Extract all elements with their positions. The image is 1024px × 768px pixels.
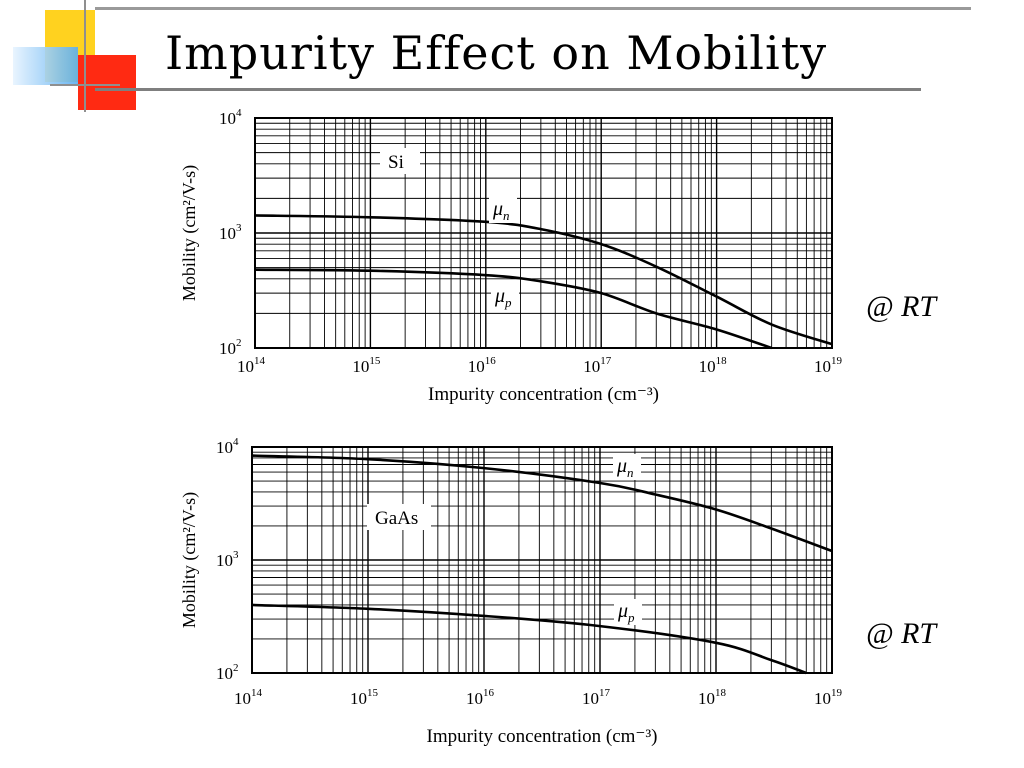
y-axis-label: Mobility (cm²/V-s) [179, 492, 200, 628]
x-tick-exponent: 15 [369, 355, 381, 367]
material-label-bg [367, 504, 431, 530]
decor-red-block [78, 55, 136, 110]
x-tick-label: 1016 [468, 355, 497, 376]
x-tick-exponent: 18 [716, 355, 728, 367]
series-label-bg [491, 284, 519, 310]
series-label-subscript: n [627, 465, 634, 480]
x-tick-label: 1018 [698, 687, 727, 708]
y-tick-label: 103 [219, 222, 242, 243]
title-rule [95, 88, 921, 91]
grid [251, 447, 832, 674]
y-tick-label: 104 [216, 436, 239, 457]
x-tick-exponent: 16 [483, 687, 495, 699]
material-label: GaAs [375, 508, 418, 529]
x-tick-label: 1017 [582, 687, 611, 708]
decor-blue-block [13, 47, 78, 85]
series-line-n [251, 454, 833, 553]
series-label-subscript: p [627, 610, 635, 625]
y-tick-exponent: 3 [233, 549, 239, 561]
series-label-subscript: p [504, 295, 512, 310]
grid [254, 118, 832, 349]
material-label: Si [388, 152, 404, 173]
series-label-bg [614, 599, 642, 625]
y-tick-label: 102 [219, 337, 242, 358]
series-line-p [254, 268, 773, 350]
x-tick-exponent: 17 [600, 355, 612, 367]
y-tick-label: 102 [216, 662, 239, 683]
x-tick-label: 1018 [699, 355, 728, 376]
plot-frame [254, 117, 833, 349]
y-tick-exponent: 2 [233, 662, 239, 674]
y-tick-exponent: 2 [236, 337, 242, 349]
x-tick-label: 1014 [234, 687, 263, 708]
plot-frame [251, 446, 833, 674]
page-title: Impurity Effect on Mobility [165, 26, 828, 80]
x-tick-exponent: 14 [254, 355, 266, 367]
x-tick-label: 1015 [352, 355, 381, 376]
y-axis-label: Mobility (cm²/V-s) [179, 165, 200, 301]
x-tick-label: 1017 [583, 355, 612, 376]
y-tick-exponent: 4 [236, 107, 242, 119]
x-tick-label: 1015 [350, 687, 379, 708]
x-tick-label: 1019 [814, 687, 843, 708]
y-tick-label: 104 [219, 107, 242, 128]
y-tick-exponent: 3 [236, 222, 242, 234]
series-label-bg [613, 454, 641, 480]
y-tick-label: 103 [216, 549, 239, 570]
room-temp-label-gaas: @ RT [866, 617, 937, 650]
y-tick-exponent: 4 [233, 436, 239, 448]
chart-1: 1014 1015 1016 1017 1018 1019 102 103 104 Impurit… [179, 436, 843, 747]
x-tick-exponent: 16 [485, 355, 497, 367]
top-rule [95, 7, 971, 10]
x-tick-label: 1016 [466, 687, 495, 708]
decor-vertical-line [84, 0, 86, 112]
x-tick-exponent: 18 [715, 687, 727, 699]
x-tick-exponent: 15 [367, 687, 379, 699]
chart-0: 1014 1015 1016 1017 1018 1019 102 103 104 Impurit… [179, 107, 843, 405]
x-axis-label: Impurity concentration (cm⁻³) [427, 726, 658, 747]
decor-horizontal-line [50, 84, 120, 86]
x-tick-exponent: 17 [599, 687, 611, 699]
series-line-p [251, 603, 807, 675]
room-temp-label-si: @ RT [866, 290, 937, 323]
series-label-bg [489, 197, 517, 223]
x-tick-exponent: 19 [831, 355, 843, 367]
x-tick-exponent: 14 [251, 687, 263, 699]
series-line-n [254, 214, 833, 346]
x-axis-label: Impurity concentration (cm⁻³) [428, 384, 659, 405]
x-tick-exponent: 19 [831, 687, 843, 699]
material-label-bg [380, 148, 420, 174]
x-tick-label: 1019 [814, 355, 843, 376]
x-tick-label: 1014 [237, 355, 266, 376]
series-label-subscript: n [503, 208, 510, 223]
